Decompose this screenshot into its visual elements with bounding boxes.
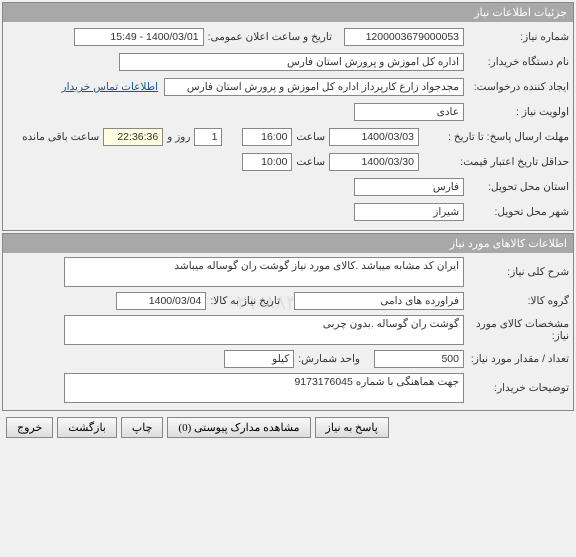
print-button[interactable]: چاپ xyxy=(121,417,164,438)
exit-button[interactable]: خروج xyxy=(6,417,53,438)
group-label: گروه کالا: xyxy=(464,295,569,307)
until-date-field: 1400/03/03 xyxy=(329,128,419,146)
request-number-field: 1200003679000053 xyxy=(344,28,464,46)
qty-field: 500 xyxy=(374,350,464,368)
announce-date-field: 1400/03/01 - 15:49 xyxy=(74,28,204,46)
qty-label: تعداد / مقدار مورد نیاز: xyxy=(464,353,569,365)
desc-field: جهت هماهنگی با شماره 9173176045 xyxy=(64,373,464,403)
spec-label: مشخصات کالای مورد نیاز: xyxy=(464,318,569,342)
requester-field: مجدجواد زارع کارپرداز اداره کل اموزش و پ… xyxy=(164,78,464,96)
button-bar: خروج بازگشت چاپ مشاهده مدارک پیوستی (0) … xyxy=(2,413,574,442)
remain-label: ساعت باقی مانده xyxy=(18,131,103,143)
spec-field: گوشت ران گوساله .بدون چربی xyxy=(64,315,464,345)
section2-header: اطلاعات کالاهای مورد نیاز xyxy=(3,234,573,253)
min-valid-text: حداقل تاریخ اعتبار قیمت: xyxy=(460,156,569,168)
request-number-label: شماره نیاز: xyxy=(464,31,569,43)
province-label: استان محل تحویل: xyxy=(464,181,569,193)
remain-time-field: 22:36:36 xyxy=(103,128,163,146)
buyer-org-label: نام دستگاه خریدار: xyxy=(464,56,569,68)
priority-field: عادی xyxy=(354,103,464,121)
hour-label-2: ساعت xyxy=(292,156,329,168)
hour-label-1: ساعت xyxy=(292,131,329,143)
deadline-text: مهلت ارسال پاسخ: xyxy=(487,131,569,143)
need-date-field: 1400/03/04 xyxy=(116,292,206,310)
until-label: تا تاریخ : xyxy=(448,131,484,143)
valid-date-field: 1400/03/30 xyxy=(329,153,419,171)
summary-field: ایران کد مشابه میباشد .کالای مورد نیاز گ… xyxy=(64,257,464,287)
day-label: روز و xyxy=(163,131,194,143)
province-field: فارس xyxy=(354,178,464,196)
reply-button[interactable]: پاسخ به نیاز xyxy=(315,417,389,438)
buyer-org-field: اداره کل اموزش و پرورش استان فارس xyxy=(119,53,464,71)
requester-label: ایجاد کننده درخواست: xyxy=(464,81,569,93)
contact-link[interactable]: اطلاعات تماس خریدار xyxy=(62,81,158,93)
city-field: شیراز xyxy=(354,203,464,221)
back-button[interactable]: بازگشت xyxy=(57,417,117,438)
until-time-field: 16:00 xyxy=(242,128,292,146)
unit-field: کیلو xyxy=(224,350,294,368)
group-field: فراورده های دامی xyxy=(294,292,464,310)
summary-label: شرح کلی نیاز: xyxy=(464,266,569,278)
city-label: شهر محل تحویل: xyxy=(464,206,569,218)
deadline-label: مهلت ارسال پاسخ: تا تاریخ : xyxy=(419,131,569,143)
day-count-field: 1 xyxy=(194,128,222,146)
priority-label: اولویت نیاز : xyxy=(464,106,569,118)
announce-date-label: تاریخ و ساعت اعلان عمومی: xyxy=(204,31,336,43)
unit-label: واحد شمارش: xyxy=(294,353,364,365)
section-request-details: جزئیات اطلاعات نیاز شماره نیاز: 12000036… xyxy=(2,2,574,231)
section1-header: جزئیات اطلاعات نیاز xyxy=(3,3,573,22)
section-goods-info: اطلاعات کالاهای مورد نیاز شرح کلی نیاز: … xyxy=(2,233,574,411)
attachments-button[interactable]: مشاهده مدارک پیوستی (0) xyxy=(167,417,310,438)
valid-label: حداقل تاریخ اعتبار قیمت: تا تاریخ : xyxy=(419,156,569,168)
need-date-label: تاریخ نیاز به کالا: xyxy=(206,295,284,307)
valid-time-field: 10:00 xyxy=(242,153,292,171)
desc-label: توضیحات خریدار: xyxy=(464,382,569,394)
